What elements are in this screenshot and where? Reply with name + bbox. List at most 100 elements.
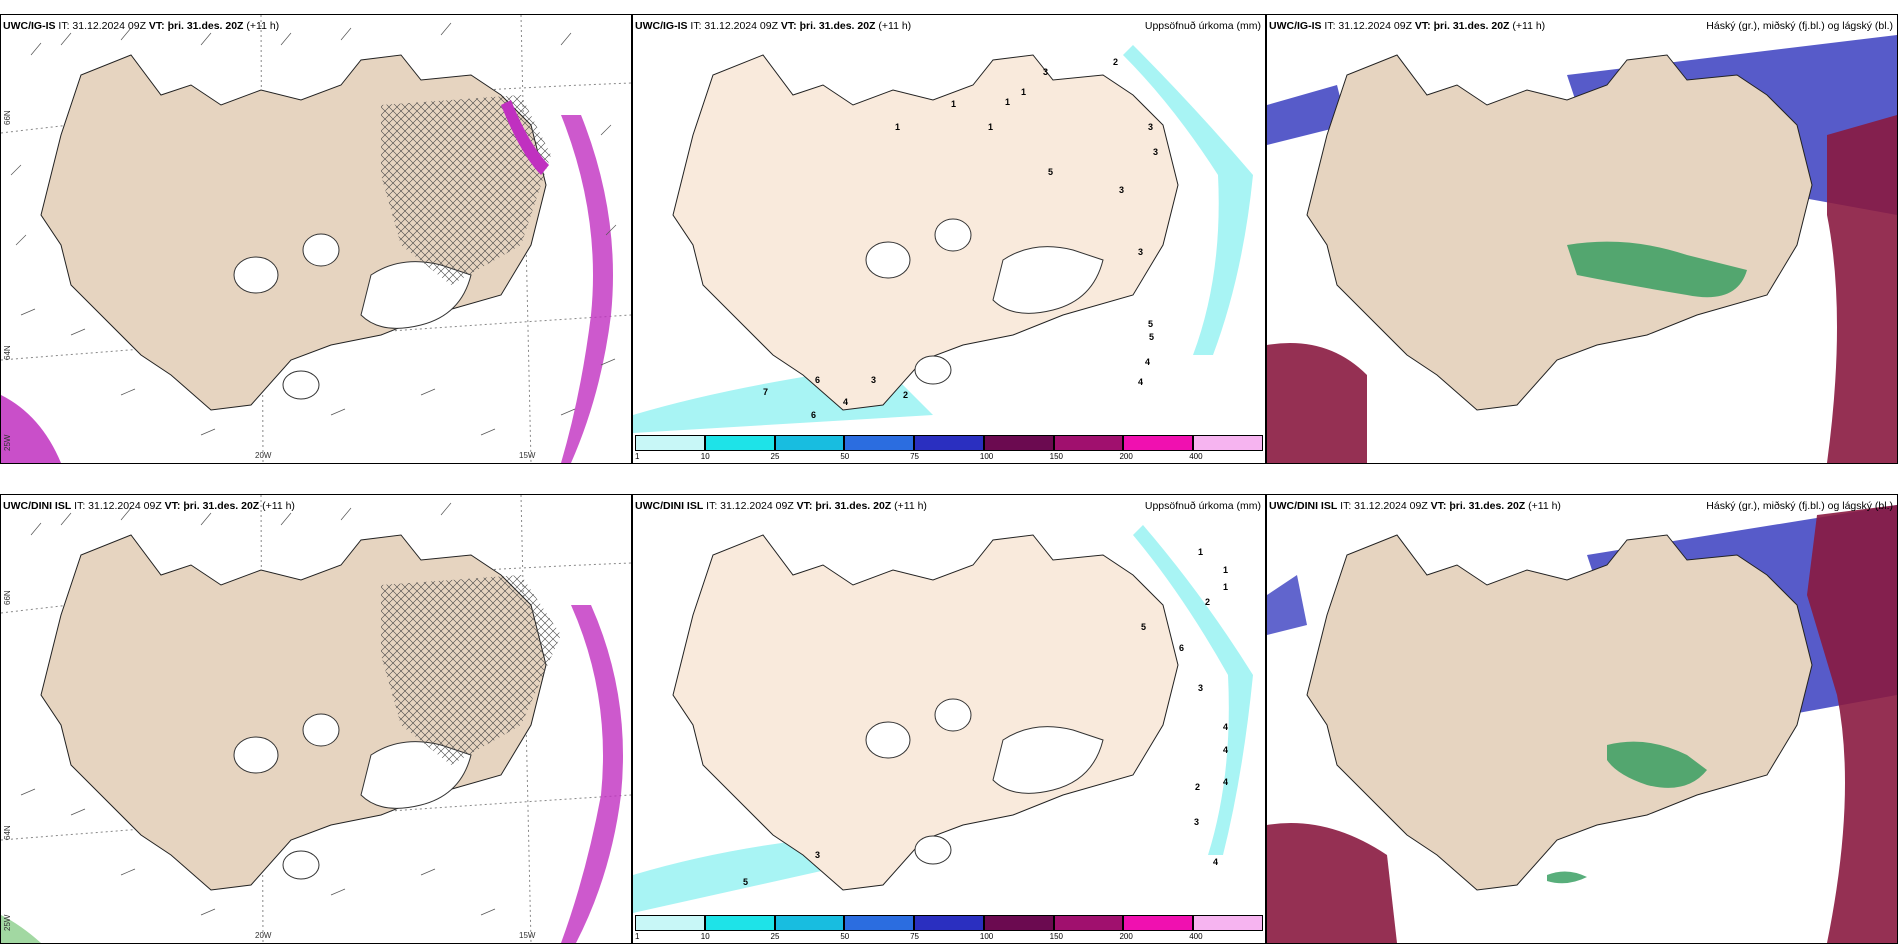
precip-value-label: 1 (988, 122, 993, 132)
map-cloud-bottom (1267, 495, 1897, 943)
precip-value-label: 7 (763, 387, 768, 397)
precip-value-label: 3 (1153, 147, 1158, 157)
colorbar-segment (983, 915, 1054, 931)
iceland-land (672, 534, 1179, 891)
colorbar-label: 150 (1049, 452, 1064, 461)
panel-wind-bottom: UWC/DINI ISL IT: 31.12.2024 09Z VT: þri.… (0, 494, 632, 944)
cloud-mid-area (1807, 505, 1897, 943)
precip-value-label: 2 (1113, 57, 1118, 67)
cloud-low-area (1607, 741, 1707, 788)
colorbar-label: 10 (700, 932, 710, 941)
precip-value-label: 5 (1149, 332, 1154, 342)
colorbar-segment (844, 915, 915, 931)
panel-cloud-bottom: UWC/DINI ISL IT: 31.12.2024 09Z VT: þri.… (1266, 494, 1898, 944)
lon-label: 20W (255, 451, 272, 460)
colorbar-segment (704, 915, 775, 931)
colorbar-label: 150 (1049, 932, 1064, 941)
precip-value-label: 3 (1194, 817, 1199, 827)
panel-title: UWC/DINI ISL IT: 31.12.2024 09Z VT: þri.… (1269, 500, 1561, 512)
precip-value-label: 3 (1043, 67, 1048, 77)
iceland-land (1306, 534, 1813, 891)
lat-label: 25W (3, 434, 12, 451)
map-cloud-top (1267, 15, 1897, 463)
map-wind-top (1, 15, 631, 463)
colorbar-segment (1053, 915, 1124, 931)
colorbar-segment (914, 435, 984, 451)
colorbar-segment (1193, 915, 1263, 931)
lat-label: 25W (3, 914, 12, 931)
precip-value-label: 3 (1119, 185, 1124, 195)
cloud-low-area (1567, 241, 1747, 298)
colorbar-label: 50 (840, 452, 850, 461)
precip-value-label: 1 (1005, 97, 1010, 107)
precip-value-label: 1 (895, 122, 900, 132)
precip-value-label: 3 (1138, 247, 1143, 257)
precip-value-label: 3 (871, 375, 876, 385)
map-wind-bottom (1, 495, 631, 943)
colorbar-segment (704, 435, 775, 451)
precip-value-label: 4 (843, 397, 848, 407)
precip-colorbar: 1 10 25 50 75 100 150 200 400 (633, 433, 1265, 463)
lat-label: 66N (3, 590, 12, 605)
precip-value-label: 1 (1198, 547, 1203, 557)
colorbar-segment (1053, 435, 1124, 451)
map-precip-bottom: 1 1 1 2 5 6 3 4 4 4 2 3 4 5 3 (633, 495, 1265, 913)
colorbar-label: 75 (910, 452, 920, 461)
colorbar-label: 100 (979, 452, 994, 461)
precip-value-label: 1 (1223, 582, 1228, 592)
panel-wind-top: UWC/IG-IS IT: 31.12.2024 09Z VT: þri. 31… (0, 14, 632, 464)
colorbar-label: 100 (979, 932, 994, 941)
precip-value-label: 2 (1195, 782, 1200, 792)
precip-value-label: 1 (1021, 87, 1026, 97)
lon-label: 20W (255, 931, 272, 940)
colorbar-segment (844, 435, 915, 451)
colorbar-label: 400 (1189, 452, 1203, 461)
colorbar-segment (983, 435, 1054, 451)
precip-value-label: 2 (1205, 597, 1210, 607)
precip-area-east (1133, 525, 1253, 855)
colorbar-label: 10 (700, 452, 710, 461)
colorbar-label: 200 (1119, 932, 1133, 941)
colorbar-segment (914, 915, 984, 931)
iceland-land (672, 54, 1179, 411)
panel-title: UWC/IG-IS IT: 31.12.2024 09Z VT: þri. 31… (3, 20, 280, 32)
precip-value-label: 4 (1223, 722, 1228, 732)
precip-value-label: 6 (1179, 643, 1184, 653)
colorbar-segment (774, 435, 845, 451)
precip-value-label: 4 (1223, 745, 1228, 755)
colorbar-label: 75 (910, 932, 920, 941)
precip-value-label: 4 (1138, 377, 1143, 387)
precip-value-label: 1 (951, 99, 956, 109)
precip-value-label: 3 (1198, 683, 1203, 693)
panel-field-label: Uppsöfnuð úrkoma (mm) (1144, 20, 1261, 32)
colorbar-label: 400 (1189, 932, 1203, 941)
colorbar-segment (635, 435, 705, 451)
precip-value-label: 4 (1213, 857, 1218, 867)
lon-label: 15W (519, 451, 536, 460)
panel-title: UWC/IG-IS IT: 31.12.2024 09Z VT: þri. 31… (1269, 20, 1546, 32)
colorbar-label: 1 (635, 452, 640, 461)
cloud-mid-area (1827, 115, 1897, 463)
lon-label: 15W (519, 931, 536, 940)
precip-value-label: 5 (1141, 622, 1146, 632)
panel-title: UWC/DINI ISL IT: 31.12.2024 09Z VT: þri.… (635, 500, 927, 512)
precip-value-label: 5 (1048, 167, 1053, 177)
precip-value-label: 6 (811, 410, 816, 420)
colorbar-segment (635, 915, 705, 931)
colorbar-label: 1 (635, 932, 640, 941)
precip-value-label: 2 (903, 390, 908, 400)
precip-area-east (1123, 45, 1253, 355)
colorbar-label: 25 (770, 932, 780, 941)
iceland-land (1306, 54, 1813, 411)
precip-value-label: 1 (1223, 565, 1228, 575)
precip-value-label: 5 (1148, 319, 1153, 329)
colorbar-segment (1193, 435, 1263, 451)
precip-value-label: 3 (1148, 122, 1153, 132)
lat-label: 64N (3, 345, 12, 360)
precip-value-label: 3 (815, 850, 820, 860)
colorbar-segment (774, 915, 845, 931)
lat-label: 66N (3, 110, 12, 125)
